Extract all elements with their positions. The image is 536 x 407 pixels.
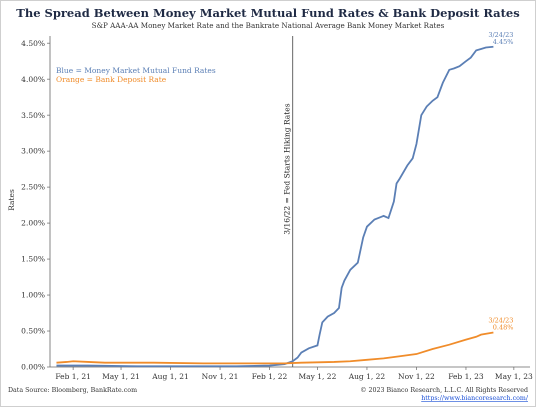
x-tick-label: May 1, 23 bbox=[495, 372, 533, 381]
x-tick-label: Feb 1, 22 bbox=[252, 372, 288, 381]
end-label-blue-value: 4.45% bbox=[493, 38, 514, 46]
y-tick-label: 1.50% bbox=[21, 255, 45, 264]
y-tick-label: 0.50% bbox=[21, 327, 45, 336]
series-line-money-market bbox=[56, 45, 494, 368]
y-tick-label: 3.50% bbox=[21, 111, 45, 120]
x-tick-label: Aug 1, 21 bbox=[151, 372, 189, 381]
y-tick-label: 2.00% bbox=[21, 219, 45, 228]
x-tick-label: May 1, 22 bbox=[299, 372, 337, 381]
y-axis-label: Rates bbox=[7, 189, 16, 211]
y-tick-group: 0.00% 0.50% 1.00% 1.50% 2.00% 2.50% 3.00% 3.50%… bbox=[21, 39, 50, 372]
copyright-note: © 2023 Bianco Research, L.L.C. All Right… bbox=[360, 387, 528, 394]
chart-title: The Spread Between Money Market Mutual F… bbox=[16, 6, 519, 20]
chart-subtitle: S&P AAA-AA Money Market Rate and the Ban… bbox=[92, 21, 445, 30]
legend-entry-blue: Blue = Money Market Mutual Fund Rates bbox=[56, 66, 216, 75]
y-tick-label: 3.00% bbox=[21, 147, 45, 156]
website-link[interactable]: https://www.biancoresearch.com/ bbox=[421, 395, 529, 402]
legend-entry-orange: Orange = Bank Deposit Rate bbox=[56, 75, 167, 84]
y-tick-label: 4.00% bbox=[21, 75, 45, 84]
x-tick-label: Aug 1, 22 bbox=[348, 372, 386, 381]
y-tick-label: 1.00% bbox=[21, 291, 45, 300]
x-tick-label: May 1, 21 bbox=[102, 372, 140, 381]
end-label-blue-date: 3/24/23 bbox=[488, 31, 513, 39]
end-label-orange-date: 3/24/23 bbox=[488, 316, 513, 324]
x-tick-label: Nov 1, 22 bbox=[398, 372, 435, 381]
fed-hike-annotation: 3/16/22 = Fed Starts Hiking Rates bbox=[283, 103, 292, 234]
x-tick-label: Feb 1, 23 bbox=[448, 372, 484, 381]
y-tick-label: 2.50% bbox=[21, 183, 45, 192]
x-tick-label: Feb 1, 21 bbox=[55, 372, 91, 381]
x-tick-group: Feb 1, 21 May 1, 21 Aug 1, 21 Nov 1, 21 Feb … bbox=[55, 367, 533, 381]
y-tick-label: 4.50% bbox=[21, 39, 45, 48]
x-tick-label: Nov 1, 21 bbox=[202, 372, 239, 381]
data-source-note: Data Source: Bloomberg, BankRate.com bbox=[8, 387, 137, 394]
series-line-bank-deposit bbox=[56, 331, 494, 365]
end-label-orange-value: 0.48% bbox=[493, 323, 514, 331]
y-tick-label: 0.00% bbox=[21, 363, 45, 372]
